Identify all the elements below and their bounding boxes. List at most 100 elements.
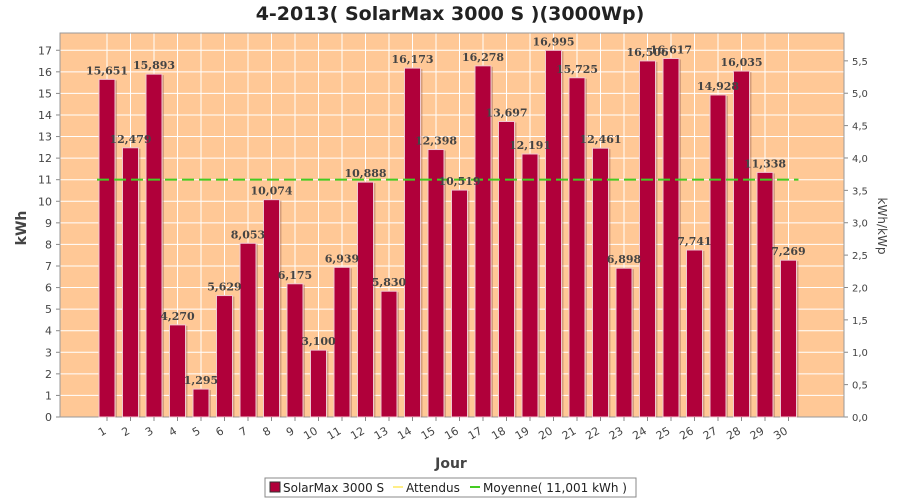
bar (216, 295, 233, 418)
x-tick-label: 17 (466, 424, 485, 442)
x-tick-label: 10 (301, 424, 320, 442)
bar (451, 189, 468, 418)
data-label: 12,461 (579, 133, 621, 146)
data-label: 16,506 (626, 46, 668, 59)
y-tick-label: 13 (38, 131, 52, 144)
legend-label-series: SolarMax 3000 S (283, 481, 384, 495)
x-tick-label: 20 (536, 424, 555, 442)
bar (756, 171, 774, 418)
bar (568, 77, 586, 418)
x-tick-label: 29 (748, 424, 767, 442)
y2-tick-label: 0,0 (852, 413, 868, 424)
y-tick-label: 5 (45, 303, 52, 316)
y2-tick-label: 3,0 (852, 219, 868, 230)
y2-tick-label: 1,0 (852, 348, 868, 359)
y-tick-label: 2 (45, 368, 52, 381)
y2-tick-label: 2,0 (852, 283, 868, 294)
y2-tick-label: 3,5 (852, 186, 868, 197)
data-label: 5,629 (207, 281, 241, 294)
x-tick-label: 26 (677, 424, 696, 442)
y-tick-label: 10 (38, 195, 52, 208)
y2-tick-label: 5,0 (852, 89, 868, 100)
bar (404, 67, 421, 418)
x-tick-label: 28 (724, 424, 743, 442)
y2-tick-label: 4,5 (852, 122, 868, 133)
bar (333, 266, 351, 418)
x-tick-label: 11 (325, 424, 344, 442)
data-label: 15,725 (556, 63, 598, 76)
y-tick-label: 17 (38, 44, 52, 57)
data-label: 3,100 (301, 335, 336, 348)
data-label: 13,697 (485, 107, 527, 120)
bar (639, 60, 656, 418)
x-tick-label: 30 (771, 424, 790, 442)
y-tick-label: 11 (38, 174, 52, 187)
bar (145, 73, 163, 418)
bar (263, 199, 280, 418)
x-tick-label: 8 (260, 424, 273, 439)
legend: SolarMax 3000 S Attendus Moyenne( 11,001… (264, 477, 637, 498)
chart-title: 4-2013( SolarMax 3000 S )(3000Wp) (256, 3, 645, 25)
bar (286, 283, 304, 418)
bar (310, 349, 327, 418)
data-label: 14,928 (697, 80, 739, 93)
bar (709, 94, 727, 418)
y-tick-label: 12 (38, 152, 52, 165)
data-label: 12,398 (415, 135, 457, 148)
x-tick-label: 25 (654, 424, 673, 442)
x-axis-title: Jour (434, 456, 467, 472)
plot-area: 012345678910111213141516170,00,51,01,52,… (38, 32, 868, 443)
y-tick-label: 8 (45, 238, 52, 251)
y-axis-title: kWh (14, 211, 30, 246)
x-tick-label: 18 (489, 424, 508, 442)
y-tick-label: 15 (38, 87, 52, 100)
bar (122, 147, 139, 418)
y2-tick-label: 4,0 (852, 154, 868, 165)
x-tick-label: 12 (348, 424, 367, 442)
legend-box (264, 477, 637, 498)
data-label: 10,888 (344, 167, 386, 180)
x-tick-label: 6 (213, 424, 226, 439)
y-tick-label: 3 (45, 346, 52, 359)
y-tick-label: 14 (38, 109, 52, 122)
bar (169, 324, 186, 418)
bar (780, 259, 797, 418)
data-label: 16,617 (650, 44, 692, 57)
data-label: 7,741 (677, 235, 711, 248)
bar (98, 78, 116, 418)
y2-tick-label: 0,5 (852, 381, 868, 392)
data-label: 16,173 (391, 53, 433, 66)
bar (592, 147, 609, 418)
y-tick-label: 6 (45, 282, 52, 295)
bar (192, 388, 210, 418)
y-tick-label: 1 (45, 389, 52, 402)
data-label: 12,479 (109, 133, 151, 146)
data-label: 12,191 (509, 139, 551, 152)
y2-tick-label: 2,5 (852, 251, 868, 262)
x-tick-label: 5 (190, 424, 203, 439)
x-tick-label: 1 (96, 424, 109, 439)
x-tick-label: 23 (607, 424, 626, 442)
bar (498, 121, 515, 418)
data-label: 6,898 (607, 253, 642, 266)
x-tick-label: 21 (560, 424, 579, 442)
data-label: 6,175 (278, 269, 312, 282)
x-tick-label: 22 (583, 424, 602, 442)
data-label: 10,519 (438, 175, 480, 188)
legend-label-expected: Attendus (406, 481, 460, 495)
bar (427, 149, 445, 418)
bar (615, 267, 633, 418)
x-tick-label: 14 (395, 424, 414, 442)
bar (521, 153, 539, 418)
data-label: 11,338 (744, 157, 786, 170)
x-tick-label: 16 (442, 424, 461, 442)
data-label: 1,295 (184, 374, 218, 387)
legend-label-average: Moyenne( 11,001 kWh ) (483, 481, 627, 495)
data-label: 5,830 (372, 276, 407, 289)
x-tick-label: 24 (630, 424, 649, 442)
y-tick-label: 7 (45, 260, 52, 273)
data-label: 4,270 (160, 310, 195, 323)
data-label: 16,278 (462, 51, 504, 64)
x-tick-label: 2 (119, 424, 132, 439)
